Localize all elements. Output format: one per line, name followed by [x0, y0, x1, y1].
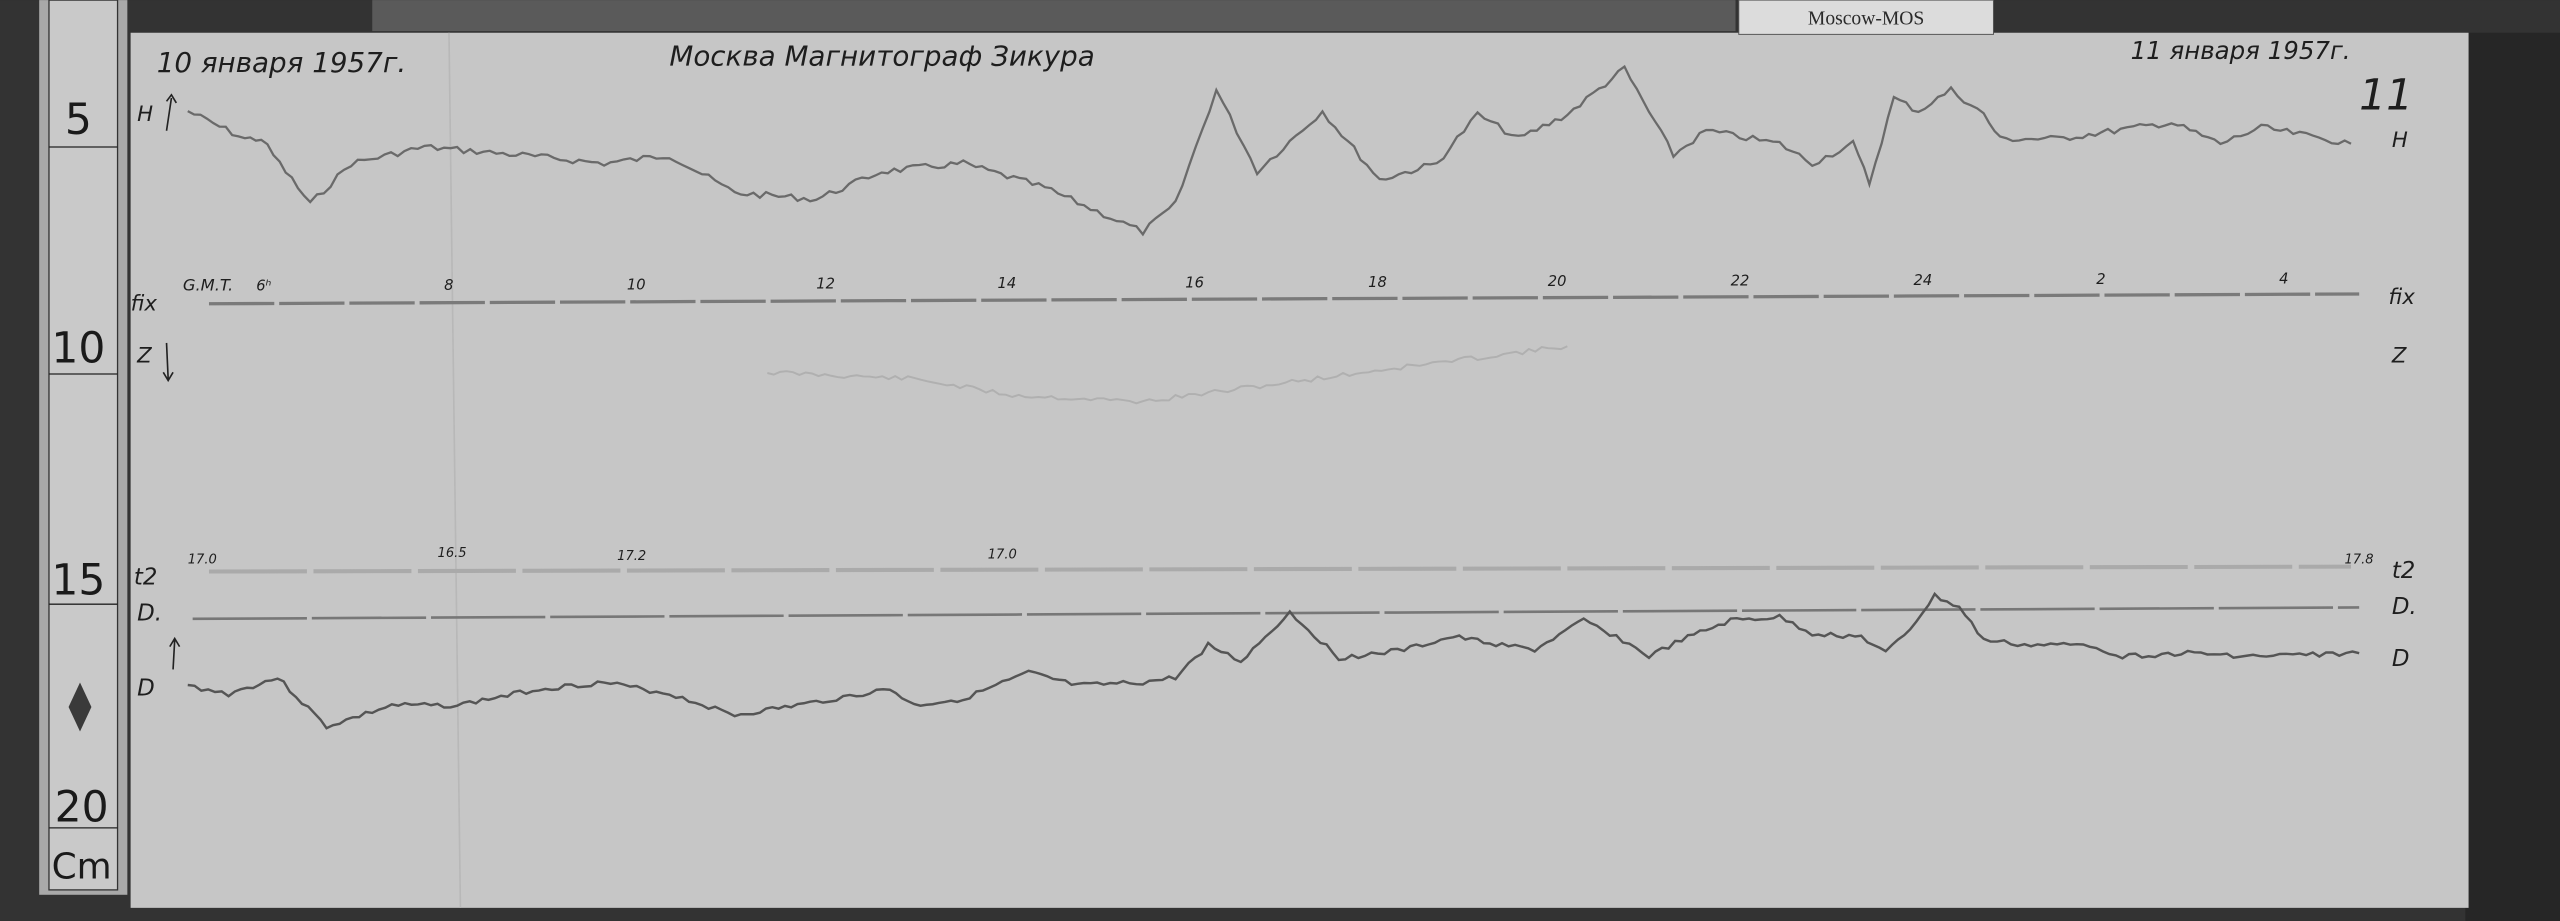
ruler-unit: Cm: [52, 846, 112, 887]
hour-tick-label: 10: [627, 276, 646, 293]
label-card: Moscow-MOS: [1738, 0, 1994, 35]
hour-tick-label: 6ʰ: [256, 278, 271, 295]
d-label-right: D: [2392, 646, 2410, 672]
h-label-right: H: [2392, 128, 2408, 153]
t2-label-right: t2: [2392, 558, 2416, 584]
hour-tick-label: 18: [1368, 274, 1387, 291]
ruler-mark-15: 15: [51, 556, 105, 605]
hour-tick-label: 12: [816, 276, 835, 293]
hour-tick-label: 20: [1548, 273, 1567, 290]
fix-label-right: fix: [2389, 285, 2416, 310]
hour-tick-label: 16: [1185, 274, 1204, 291]
temperature-mark: 16.5: [438, 546, 467, 561]
chart-paper: [130, 32, 2469, 908]
hour-tick-label: 8: [444, 277, 453, 294]
d-trace: [187, 591, 2360, 730]
sheet-number: 11: [2359, 71, 2413, 120]
chart-title: Москва Магнитограф Зикура: [669, 39, 1094, 72]
right-edge: [2465, 32, 2560, 921]
temperature-marks: 17.0 16.5 17.2 17.0 17.8: [188, 546, 2374, 568]
temperature-mark: 17.0: [188, 552, 217, 567]
hour-ticks: 6ʰ 8 10 12 14 16 18 20 22 24 2 4: [256, 271, 2288, 295]
t2-label-left: t2: [134, 565, 158, 591]
z-arrow-icon: [162, 342, 174, 383]
d-arrow-icon: [169, 636, 181, 670]
date-right: 11 января 1957г.: [2131, 36, 2351, 65]
d-label-left: D: [137, 676, 155, 702]
ruler-mark-5: 5: [65, 96, 92, 145]
ruler: 5 10 15 20 Cm: [39, 0, 128, 895]
ruler-mark-10: 10: [51, 325, 105, 374]
top-strip: [372, 0, 1736, 32]
fix-baseline: [208, 292, 2360, 306]
diamond-marker-icon: [68, 682, 92, 732]
h-trace: [187, 64, 2352, 237]
hour-tick-label: 2: [2096, 271, 2105, 288]
fix-label-left: fix: [131, 291, 158, 316]
gmt-label: G.M.T.: [183, 276, 233, 295]
hour-tick-label: 4: [2279, 271, 2288, 288]
d0-label-right: D.: [2392, 594, 2417, 620]
fold-line: [448, 32, 462, 908]
hour-tick-label: 24: [1913, 272, 1932, 289]
z-trace: [767, 345, 1568, 405]
z-label-left: Z: [136, 344, 152, 369]
t2-baseline: [208, 564, 2352, 574]
temperature-mark: 17.0: [988, 547, 1017, 562]
ruler-mark-20: 20: [55, 783, 109, 832]
temperature-mark: 17.8: [2344, 552, 2373, 567]
h-label-left: H: [137, 102, 153, 127]
z-label-right: Z: [2391, 344, 2407, 369]
d0-baseline: [192, 606, 2360, 621]
hour-tick-label: 14: [998, 275, 1017, 292]
temperature-mark: 17.2: [617, 549, 646, 564]
h-arrow-icon: [165, 93, 178, 131]
d0-label-left: D.: [137, 601, 162, 627]
hour-tick-label: 22: [1731, 272, 1750, 289]
date-left: 10 января 1957г.: [157, 46, 406, 79]
label-card-text: Moscow-MOS: [1808, 9, 1924, 30]
